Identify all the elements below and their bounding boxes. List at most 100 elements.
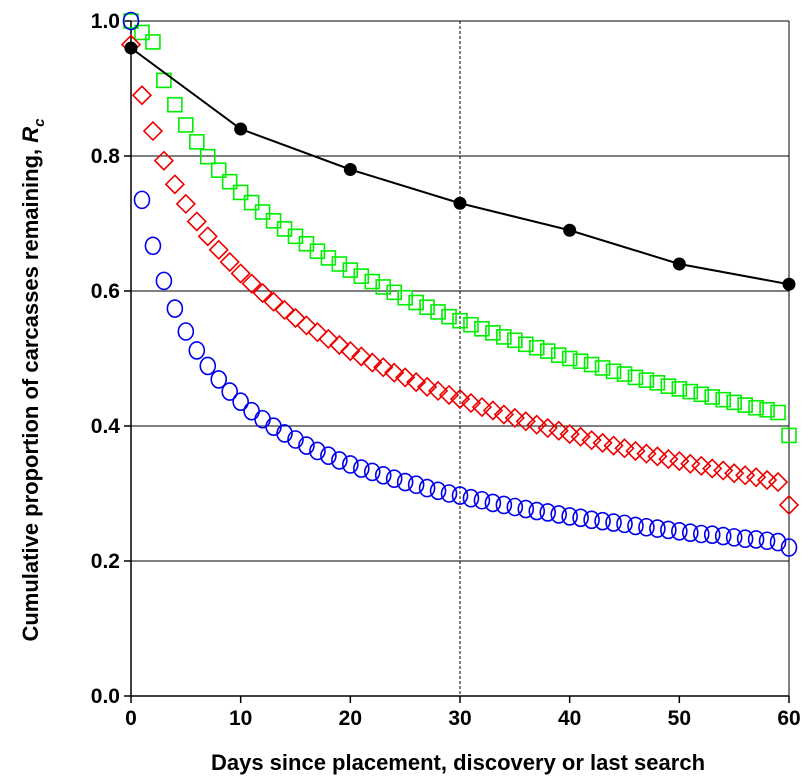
data-point-circle (429, 481, 447, 501)
data-point-circle (331, 451, 348, 470)
data-point-filled-circle (563, 223, 577, 237)
data-point-diamond (197, 226, 218, 247)
data-point-circle (166, 299, 184, 318)
data-point-square (320, 250, 337, 266)
data-point-filled-circle (672, 257, 686, 271)
data-point-square (145, 34, 161, 50)
data-point-square (419, 299, 435, 316)
data-point-circle (649, 519, 666, 538)
data-point-diamond (373, 357, 394, 378)
data-point-circle (122, 11, 140, 31)
data-point-circle (352, 459, 370, 478)
data-point-circle (495, 495, 513, 515)
data-point-diamond (208, 239, 229, 260)
data-point-circle (199, 356, 217, 376)
y-tick-label: 0.8 (91, 145, 121, 168)
data-point-diamond (252, 282, 273, 304)
data-point-circle (572, 508, 589, 528)
data-point-diamond (164, 174, 185, 195)
data-point-square (616, 366, 633, 382)
data-point-diamond (592, 432, 613, 454)
y-tick-label: 0.6 (91, 280, 120, 303)
y-tick-label: 0.0 (91, 685, 120, 708)
data-point-square (572, 353, 589, 370)
data-point-diamond (460, 392, 482, 414)
data-point-square (342, 262, 359, 278)
data-point-circle (462, 488, 480, 508)
data-point-diamond (285, 307, 306, 329)
series-open-square (123, 13, 797, 444)
x-tick-label: 40 (558, 707, 581, 730)
x-tick-label: 10 (229, 707, 252, 730)
data-point-circle (363, 462, 381, 482)
data-point-square (364, 273, 381, 290)
x-tick-label: 0 (125, 707, 137, 730)
data-point-circle (276, 424, 293, 443)
data-point-diamond (175, 193, 196, 215)
data-point-circle (780, 538, 798, 557)
data-point-diamond (274, 299, 295, 321)
data-point-square (386, 284, 403, 301)
data-point-square (474, 320, 490, 337)
data-point-square (375, 279, 392, 295)
data-point-diamond (570, 426, 591, 447)
data-point-diamond (559, 423, 580, 445)
y-tick-label: 0.2 (91, 550, 120, 573)
data-point-diamond (241, 273, 262, 294)
data-point-circle (155, 271, 173, 291)
data-point-diamond (614, 438, 635, 459)
data-point-square (353, 268, 370, 284)
data-point-filled-circle (343, 163, 357, 176)
data-point-diamond (669, 450, 690, 472)
data-point-square (770, 404, 786, 421)
data-point-square (638, 372, 655, 388)
data-point-diamond (318, 328, 339, 350)
y-axis-title: Cumulative proportion of carcasses remai… (18, 118, 48, 642)
data-point-diamond (296, 315, 317, 336)
data-point-square (441, 308, 457, 325)
data-point-circle (616, 514, 633, 534)
data-point-circle (385, 469, 403, 488)
data-point-diamond (493, 404, 514, 425)
data-point-diamond (713, 460, 734, 481)
data-point-square (660, 378, 677, 394)
data-point-diamond (351, 346, 372, 367)
data-point-square (759, 401, 775, 418)
data-point-square (199, 148, 216, 165)
data-point-circle (660, 520, 677, 540)
data-point-diamond (427, 380, 449, 402)
data-point-filled-circle (234, 122, 248, 136)
x-tick-label: 60 (777, 707, 800, 730)
data-point-square (452, 312, 468, 329)
data-point-circle (725, 528, 743, 547)
data-point-square (649, 374, 666, 391)
data-point-square (561, 350, 578, 367)
data-point-circle (374, 465, 392, 485)
data-point-circle (309, 441, 326, 461)
data-point-square (583, 356, 600, 373)
data-point-circle (681, 523, 699, 542)
data-point-circle (232, 392, 249, 412)
data-point-square (265, 213, 282, 229)
data-point-square (463, 316, 479, 333)
data-point-diamond (186, 211, 207, 232)
data-point-circle (627, 516, 644, 536)
data-point-circle (747, 530, 765, 549)
data-point-diamond (636, 443, 657, 464)
data-point-circle (638, 517, 655, 537)
data-point-diamond (230, 263, 251, 284)
data-point-circle (528, 501, 546, 521)
data-point-diamond (778, 494, 800, 516)
data-point-diamond (625, 440, 646, 462)
data-point-diamond (416, 376, 438, 397)
data-point-diamond (142, 120, 164, 142)
data-point-circle (298, 436, 315, 455)
data-point-circle (418, 478, 436, 498)
data-point-square (496, 329, 512, 345)
data-point-square (178, 117, 194, 133)
data-point-diamond (449, 388, 471, 410)
data-point-diamond (362, 352, 383, 373)
data-point-circle (407, 475, 425, 495)
y-axis-title-subscript: c (31, 118, 48, 127)
data-point-circle (473, 490, 491, 510)
